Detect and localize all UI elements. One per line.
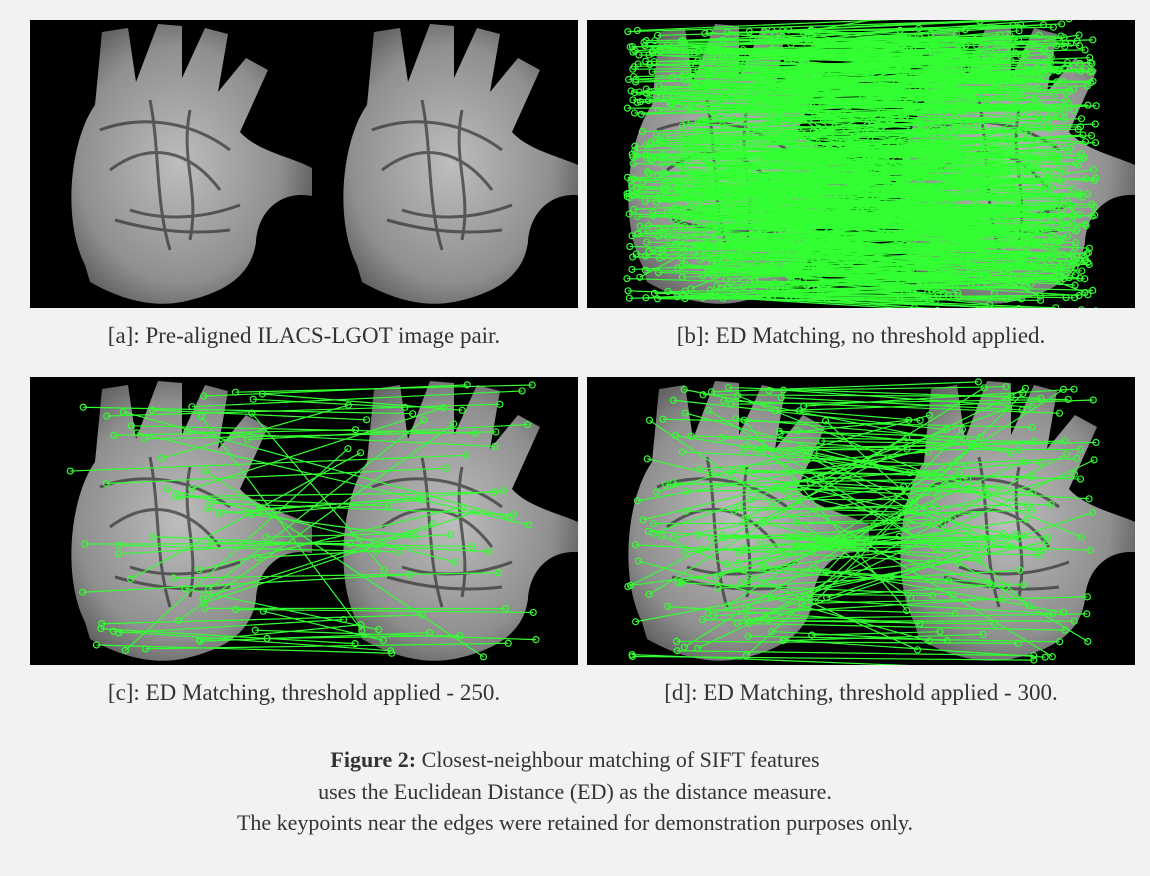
panel-caption: [c]: ED Matching, threshold applied - 25… — [24, 680, 584, 706]
caption-line: Closest-neighbour matching of SIFT featu… — [422, 747, 820, 772]
figure-image — [30, 20, 578, 308]
figure-label: Figure 2: — [330, 747, 416, 772]
match-line — [812, 298, 1021, 299]
caption-line: uses the Euclidean Distance (ED) as the … — [318, 779, 832, 804]
match-line — [771, 239, 1061, 240]
page: {"panels": [ {"caption": "[a]: Pre-align… — [0, 0, 1150, 876]
panel-caption: [d]: ED Matching, threshold applied - 30… — [581, 680, 1141, 706]
figure-caption: Figure 2: Closest-neighbour matching of … — [0, 744, 1150, 839]
matches — [624, 20, 1099, 308]
figure-image — [587, 377, 1135, 665]
caption-line: The keypoints near the edges were retain… — [237, 810, 913, 835]
figure-image — [30, 377, 578, 665]
match-line — [726, 225, 939, 226]
panel-caption: [b]: ED Matching, no threshold applied. — [581, 323, 1141, 349]
figure-image — [587, 20, 1135, 308]
panel-caption: [a]: Pre-aligned ILACS-LGOT image pair. — [24, 323, 584, 349]
